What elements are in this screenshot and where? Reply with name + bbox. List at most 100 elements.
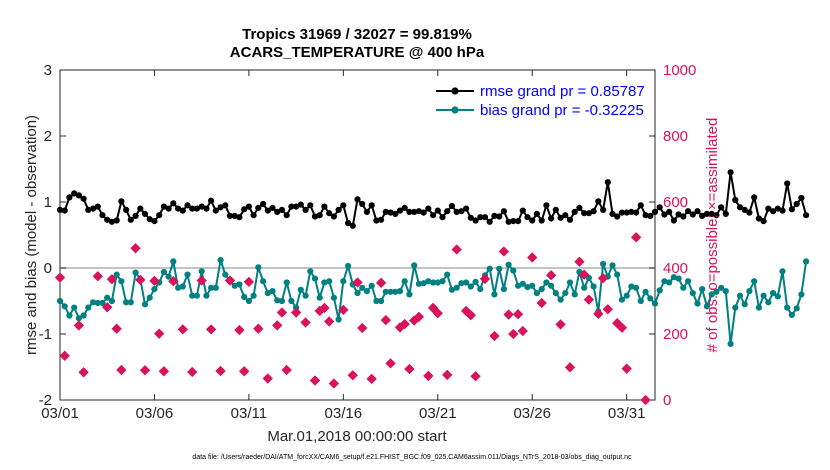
bias-point	[793, 305, 800, 312]
rmse-point	[628, 208, 635, 215]
obs-count-point	[574, 256, 585, 267]
rmse-point	[373, 217, 380, 224]
rmse-point	[401, 204, 408, 211]
bias-point	[132, 269, 139, 276]
bias-point	[104, 294, 111, 301]
rmse-point	[146, 216, 153, 223]
bias-point	[515, 282, 522, 289]
bias-point	[241, 293, 248, 301]
rmse-point	[722, 210, 729, 217]
rmse-point	[71, 190, 78, 197]
obs-count-point	[300, 317, 311, 328]
rmse-point	[727, 169, 734, 176]
rmse-point	[335, 206, 342, 213]
rmse-point	[274, 208, 281, 215]
bias-point	[529, 282, 536, 289]
obs-count-point	[324, 316, 335, 327]
bias-point	[699, 286, 706, 293]
bias-point	[533, 290, 541, 297]
obs-count-point	[564, 362, 576, 373]
bias-point	[345, 262, 352, 270]
rmse-point	[293, 203, 300, 210]
bias-point	[302, 292, 309, 299]
obs-count-point	[158, 366, 170, 377]
rmse-point	[75, 192, 82, 199]
rmse-point	[444, 208, 451, 215]
obs-count-point	[555, 319, 566, 330]
bias-point	[788, 311, 796, 318]
rmse-point	[302, 206, 309, 213]
bias-point	[146, 294, 153, 301]
rmse-point	[363, 208, 370, 215]
bias-point	[798, 291, 805, 298]
rmse-point	[803, 212, 810, 219]
rmse-point	[316, 212, 323, 219]
bias-point	[566, 279, 574, 286]
bias-point	[260, 278, 267, 285]
rmse-point	[321, 203, 328, 210]
rmse-point	[226, 212, 234, 219]
bias-point	[680, 284, 687, 291]
bias-point	[713, 288, 720, 295]
rmse-point	[500, 208, 507, 215]
rmse-point	[349, 222, 356, 229]
rmse-point	[255, 204, 262, 211]
obs-count-point	[427, 302, 439, 314]
bias-point	[368, 282, 375, 289]
bias-point	[373, 297, 380, 305]
bias-point	[90, 299, 97, 306]
chart-title-line1: Tropics 31969 / 32027 = 99.819%	[242, 26, 472, 43]
bias-point	[694, 300, 701, 307]
bias-point	[61, 303, 68, 310]
bias-point	[378, 297, 385, 305]
rmse-point	[330, 213, 337, 220]
bias-point	[311, 275, 319, 282]
rmse-point	[104, 216, 111, 223]
bias-point	[600, 260, 607, 268]
rmse-point	[595, 198, 602, 205]
rmse-point	[784, 180, 791, 187]
rmse-point	[736, 204, 744, 211]
rmse-point	[241, 206, 248, 213]
rmse-point	[623, 209, 630, 216]
legend-rmse-label: rmse grand pr = 0.85787	[480, 83, 645, 100]
bias-point	[486, 265, 493, 272]
rmse-point	[548, 215, 555, 222]
rmse-point	[538, 217, 545, 224]
bias-point	[236, 281, 243, 288]
bias-point	[614, 271, 621, 278]
plot-area	[59, 69, 656, 401]
rmse-point	[156, 212, 163, 219]
obs-count-point	[423, 370, 434, 382]
bias-point	[222, 271, 229, 278]
rmse-point	[562, 212, 569, 219]
rmse-point	[90, 205, 97, 212]
rmse-point	[557, 214, 564, 221]
rmse-point	[245, 203, 252, 210]
y-right-tick-label: 800	[663, 128, 688, 145]
rmse-point	[288, 203, 295, 210]
rmse-point	[510, 218, 517, 225]
bias-point	[118, 278, 125, 285]
bias-point	[406, 291, 413, 298]
bias-point	[321, 279, 328, 286]
y-right-tick-label: 600	[663, 194, 688, 211]
rmse-point	[765, 205, 772, 212]
rmse-point	[481, 214, 489, 221]
x-tick-label: 03/31	[608, 405, 646, 422]
bias-point	[661, 278, 668, 285]
bias-point	[651, 300, 659, 307]
obs-count-point	[309, 375, 321, 386]
x-tick-label: 03/16	[325, 405, 363, 422]
obs-count-point	[465, 310, 476, 321]
rmse-point	[566, 216, 574, 223]
rmse-point	[212, 207, 219, 214]
obs-count-point	[102, 302, 113, 313]
bias-point	[670, 274, 678, 281]
obs-count-point	[168, 276, 179, 287]
obs-count-point	[224, 275, 236, 286]
bias-point	[75, 315, 82, 322]
bias-point	[127, 299, 134, 306]
bias-point	[727, 340, 734, 347]
bias-point	[212, 284, 219, 291]
